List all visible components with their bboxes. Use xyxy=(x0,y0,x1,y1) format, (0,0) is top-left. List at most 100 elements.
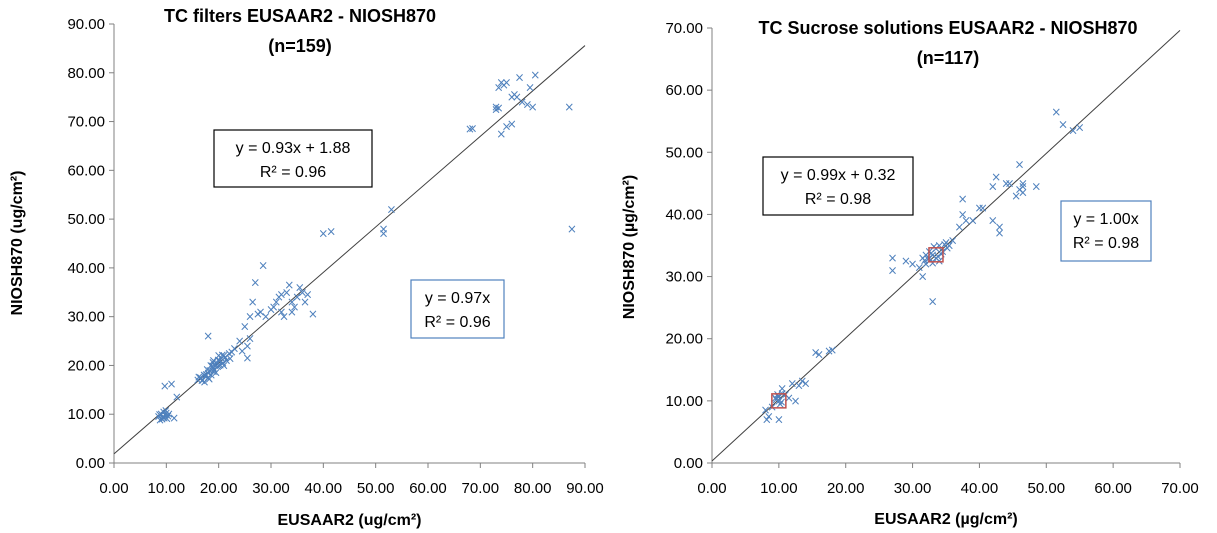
chart1-data-point: × xyxy=(290,300,300,314)
chart2-data-point: × xyxy=(954,220,964,234)
chart1-y-tick-label: 90.00 xyxy=(67,16,105,33)
chart1-data-point: × xyxy=(224,346,234,360)
chart1-data-point: × xyxy=(261,310,271,324)
chart2-x-axis-label: EUSAAR2 (µg/cm²) xyxy=(874,511,1017,528)
chart1-data-point: × xyxy=(509,88,519,102)
chart2-data-point: × xyxy=(1018,186,1028,200)
chart1-data-point: × xyxy=(292,290,302,304)
chart2-data-point: × xyxy=(1004,176,1014,190)
chart2-data-point: × xyxy=(774,413,784,427)
chart1-data-point: × xyxy=(274,290,284,304)
chart2-data-point: × xyxy=(1011,189,1021,203)
chart2-data-point: × xyxy=(764,409,774,423)
chart2-data-point: × xyxy=(794,378,804,392)
chart1-x-tick-label: 20.00 xyxy=(200,480,238,497)
chart1-data-point: × xyxy=(221,354,231,368)
chart2-data-point: × xyxy=(928,294,938,308)
chart1-y-tick-label: 20.00 xyxy=(67,357,105,374)
chart1-data-point: × xyxy=(203,366,213,380)
chart1-data-point: × xyxy=(242,339,252,353)
chart1-data-point: × xyxy=(530,68,540,82)
chart1-box2-equation: y = 0.97x xyxy=(425,290,490,307)
chart1-data-point: × xyxy=(229,341,239,355)
chart2-x-tick-label: 40.00 xyxy=(961,480,999,497)
chart1-data-point: × xyxy=(512,90,522,104)
chart1-data-point: × xyxy=(253,307,263,321)
chart1-data-point: × xyxy=(491,102,501,116)
chart2-data-point: × xyxy=(948,234,958,248)
chart1-trendline xyxy=(113,45,586,455)
chart2-data-point: × xyxy=(918,270,928,284)
chart1-data-point: × xyxy=(214,358,224,372)
chart1-y-tick-label: 70.00 xyxy=(67,114,105,131)
chart2-x-tick-label: 20.00 xyxy=(827,480,865,497)
chart1-data-point: × xyxy=(378,227,388,241)
chart2-x-tick-label: 30.00 xyxy=(894,480,932,497)
chart2-y-tick-label: 20.00 xyxy=(665,331,703,348)
chart2-data-point: × xyxy=(921,248,931,262)
chart1-data-point: × xyxy=(318,227,328,241)
chart2-highlight-point xyxy=(771,393,787,409)
chart1-data-point: × xyxy=(507,90,517,104)
chart1-data-point: × xyxy=(300,295,310,309)
chart2-box1-equation: y = 0.99x + 0.32 xyxy=(781,167,896,184)
chart2-y-tick-label: 10.00 xyxy=(665,393,703,410)
chart1-data-point: × xyxy=(212,356,222,370)
chart2-data-point: × xyxy=(887,263,897,277)
chart1-data-point: × xyxy=(193,373,203,387)
chart1-data-point: × xyxy=(157,412,167,426)
chart1-data-point: × xyxy=(158,410,168,424)
chart2-data-point: × xyxy=(908,257,918,271)
chart2-y-tick-label: 50.00 xyxy=(665,144,703,161)
chart1-data-point: × xyxy=(276,305,286,319)
chart2-highlight-point xyxy=(928,247,944,263)
chart1-data-point: × xyxy=(208,356,218,370)
chart2-data-point: × xyxy=(991,170,1001,184)
chart1-data-point: × xyxy=(282,285,292,299)
chart1-data-point: × xyxy=(154,408,164,422)
chart1-data-point: × xyxy=(163,409,173,423)
chart2-data-point: × xyxy=(791,394,801,408)
chart1-data-point: × xyxy=(515,71,525,85)
chart2-data-point: × xyxy=(968,214,978,228)
chart1-data-point: × xyxy=(159,405,169,419)
chart1-data-point: × xyxy=(161,403,171,417)
chart1-x-tick-label: 40.00 xyxy=(305,480,343,497)
chart1-data-point: × xyxy=(160,408,170,422)
chart2-x-tick-label: 60.00 xyxy=(1094,480,1132,497)
chart2-data-point: × xyxy=(787,376,797,390)
chart1-y-tick-label: 0.00 xyxy=(76,455,105,472)
chart1-data-point: × xyxy=(242,351,252,365)
chart1-box2-r-squared: R² = 0.96 xyxy=(424,314,490,331)
chart1-data-point: × xyxy=(156,407,166,421)
chart1-data-point: × xyxy=(237,344,247,358)
chart1-x-tick-label: 30.00 xyxy=(252,480,290,497)
chart1-data-point: × xyxy=(567,222,577,236)
chart2-y-tick-label: 60.00 xyxy=(665,82,703,99)
chart1-data-point: × xyxy=(200,375,210,389)
chart1-data-point: × xyxy=(197,374,207,388)
chart2-data-point: × xyxy=(936,247,946,261)
chart1-data-point: × xyxy=(160,379,170,393)
chart2-data-point: × xyxy=(934,239,944,253)
chart1-y-tick-label: 40.00 xyxy=(67,260,105,277)
chart2-data-point: × xyxy=(1068,124,1078,138)
chart2-data-point: × xyxy=(777,395,787,409)
chart2-box1-frame xyxy=(762,156,914,216)
chart2-data-point: × xyxy=(824,344,834,358)
chart1-data-point: × xyxy=(269,300,279,314)
chart1-data-point: × xyxy=(159,411,169,425)
chart1-data-point: × xyxy=(198,373,208,387)
chart1-data-point: × xyxy=(202,362,212,376)
chart1-data-point: × xyxy=(206,368,216,382)
chart1-data-point: × xyxy=(517,95,527,109)
chart1-data-point: × xyxy=(194,370,204,384)
chart1-y-tick-label: 60.00 xyxy=(67,162,105,179)
chart1-data-point: × xyxy=(507,117,517,131)
chart1-data-point: × xyxy=(227,345,237,359)
chart1-data-point: × xyxy=(308,307,318,321)
chart1-data-point: × xyxy=(465,122,475,136)
chart1-data-point: × xyxy=(297,285,307,299)
chart1-x-tick-label: 10.00 xyxy=(148,480,186,497)
chart1-data-point: × xyxy=(266,302,276,316)
